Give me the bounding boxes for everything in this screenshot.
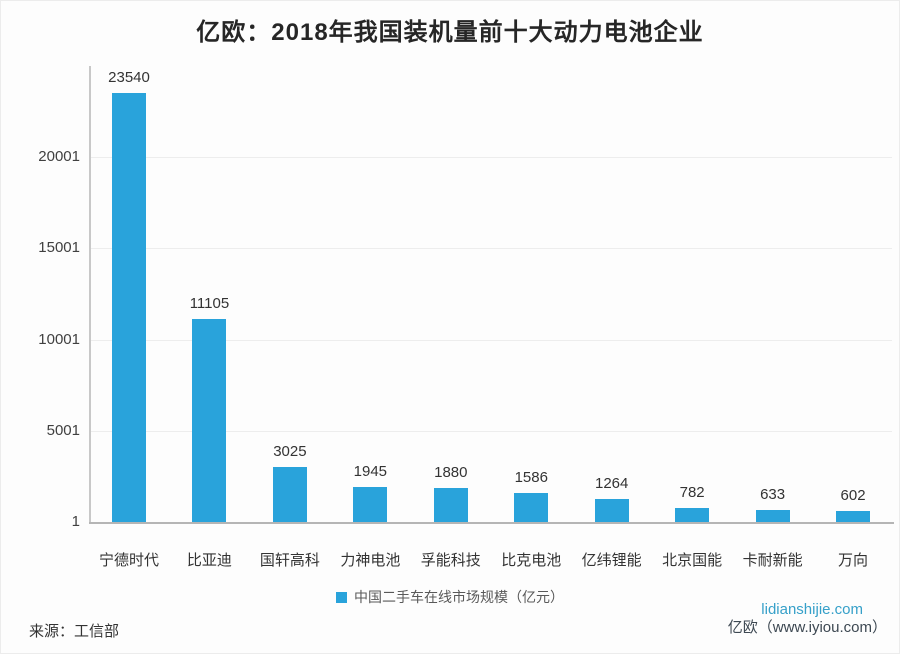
legend: 中国二手车在线市场规模（亿元） (1, 587, 899, 607)
bar-value-label: 3025 (273, 442, 307, 460)
brand-note: 亿欧（www.iyiou.com） (727, 619, 887, 636)
bar-value-label: 23540 (108, 68, 150, 86)
bar (594, 498, 629, 522)
y-axis-line (89, 66, 91, 522)
bar (353, 486, 388, 522)
x-axis-category-label: 比克电池 (501, 552, 562, 569)
y-axis-tick-label: 10001 (38, 330, 80, 348)
bar (755, 510, 790, 522)
bar-value-label: 602 (840, 487, 866, 505)
legend-swatch-icon (336, 592, 347, 603)
y-axis-tick-label: 15001 (38, 239, 80, 257)
x-axis-category-label: 万向 (838, 552, 869, 569)
bar-value-label: 1945 (353, 462, 388, 480)
chart-title: 亿欧：2018年我国装机量前十大动力电池企业 (196, 19, 704, 46)
bar (514, 493, 549, 522)
x-axis-category-label: 力神电池 (340, 552, 401, 569)
gridline (89, 157, 892, 159)
brand-block: lidianshijie.com 亿欧（www.iyiou.com） (728, 601, 887, 637)
bar (192, 319, 227, 522)
legend-label: 中国二手车在线市场规模（亿元） (354, 589, 564, 605)
gridline (89, 339, 892, 341)
bar (272, 466, 307, 522)
bar (675, 507, 710, 522)
bar-value-label: 782 (679, 483, 705, 501)
watermark-text: lidianshijie.com (761, 601, 863, 618)
y-axis-tick-label: 20001 (38, 148, 80, 166)
x-axis-category-label: 宁德时代 (98, 552, 159, 569)
bar-value-label: 1880 (434, 463, 468, 481)
bar (836, 511, 871, 522)
y-axis-tick-label: 1 (71, 513, 80, 530)
x-axis-category-label: 卡耐新能 (742, 552, 803, 569)
x-axis-category-label: 亿纬锂能 (581, 552, 642, 569)
y-axis-tick-label: 5001 (46, 421, 80, 439)
bar-value-label: 11105 (189, 295, 230, 313)
x-axis-category-label: 北京国能 (662, 552, 723, 569)
bar (112, 92, 146, 522)
x-axis-category-label: 孚能科技 (420, 552, 481, 569)
gridline (89, 248, 892, 250)
x-axis-line (89, 522, 894, 524)
source-note: 来源：工信部 (29, 623, 120, 640)
x-axis-category-label: 国轩高科 (259, 552, 320, 569)
bar-value-label: 633 (760, 486, 786, 504)
x-axis-category-label: 比亚迪 (186, 552, 232, 569)
bar-value-label: 1586 (514, 469, 548, 487)
bar (433, 487, 468, 522)
bar-value-label: 1264 (595, 474, 629, 492)
gridline (89, 430, 892, 432)
